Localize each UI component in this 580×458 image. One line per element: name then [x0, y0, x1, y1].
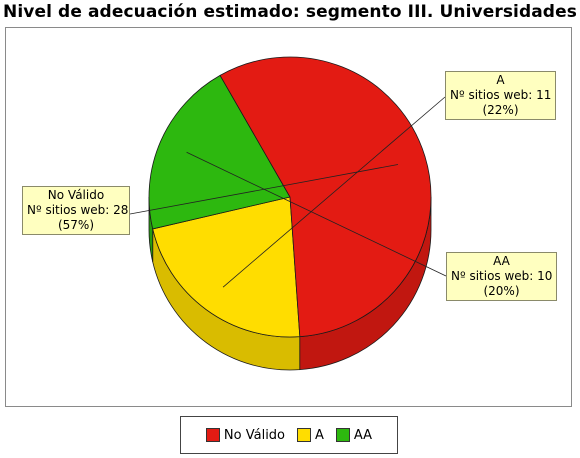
- legend-swatch-aa: [335, 428, 350, 442]
- callout-aa-name: AA: [493, 254, 510, 268]
- legend: No Válido A AA: [180, 416, 398, 454]
- legend-item-no-valido[interactable]: No Válido: [205, 427, 286, 443]
- pie-slice-novlido[interactable]: [219, 56, 432, 338]
- legend-swatch-no-valido: [205, 428, 220, 442]
- legend-label-no-valido: No Válido: [223, 427, 286, 443]
- callout-a-percent: (22%): [482, 103, 519, 117]
- callout-aa-percent: (20%): [483, 284, 520, 298]
- callout-no-valido: No Válido Nº sitios web: 28 (57%): [22, 186, 130, 235]
- pie-slice-a[interactable]: [152, 196, 301, 338]
- leader-line-aa: [186, 151, 447, 277]
- callout-no-valido-count: Nº sitios web: 28: [27, 203, 129, 217]
- callout-a-count: Nº sitios web: 11: [450, 88, 552, 102]
- legend-label-a: A: [315, 427, 324, 443]
- callout-aa: AA Nº sitios web: 10 (20%): [446, 252, 557, 301]
- leader-line-a: [222, 96, 446, 288]
- legend-label-aa: AA: [353, 427, 373, 443]
- legend-item-a[interactable]: A: [297, 428, 324, 443]
- callout-aa-count: Nº sitios web: 10: [451, 269, 553, 283]
- plot-area: [5, 27, 572, 407]
- legend-swatch-a: [297, 428, 312, 442]
- chart-title: Nivel de adecuación estimado: segmento I…: [3, 2, 577, 22]
- callout-no-valido-name: No Válido: [47, 188, 105, 202]
- pie-slice-aa[interactable]: [148, 74, 291, 230]
- callout-a: A Nº sitios web: 11 (22%): [445, 71, 556, 120]
- legend-item-aa[interactable]: AA: [335, 427, 373, 443]
- callout-a-name: A: [496, 73, 505, 87]
- callout-no-valido-percent: (57%): [57, 218, 95, 232]
